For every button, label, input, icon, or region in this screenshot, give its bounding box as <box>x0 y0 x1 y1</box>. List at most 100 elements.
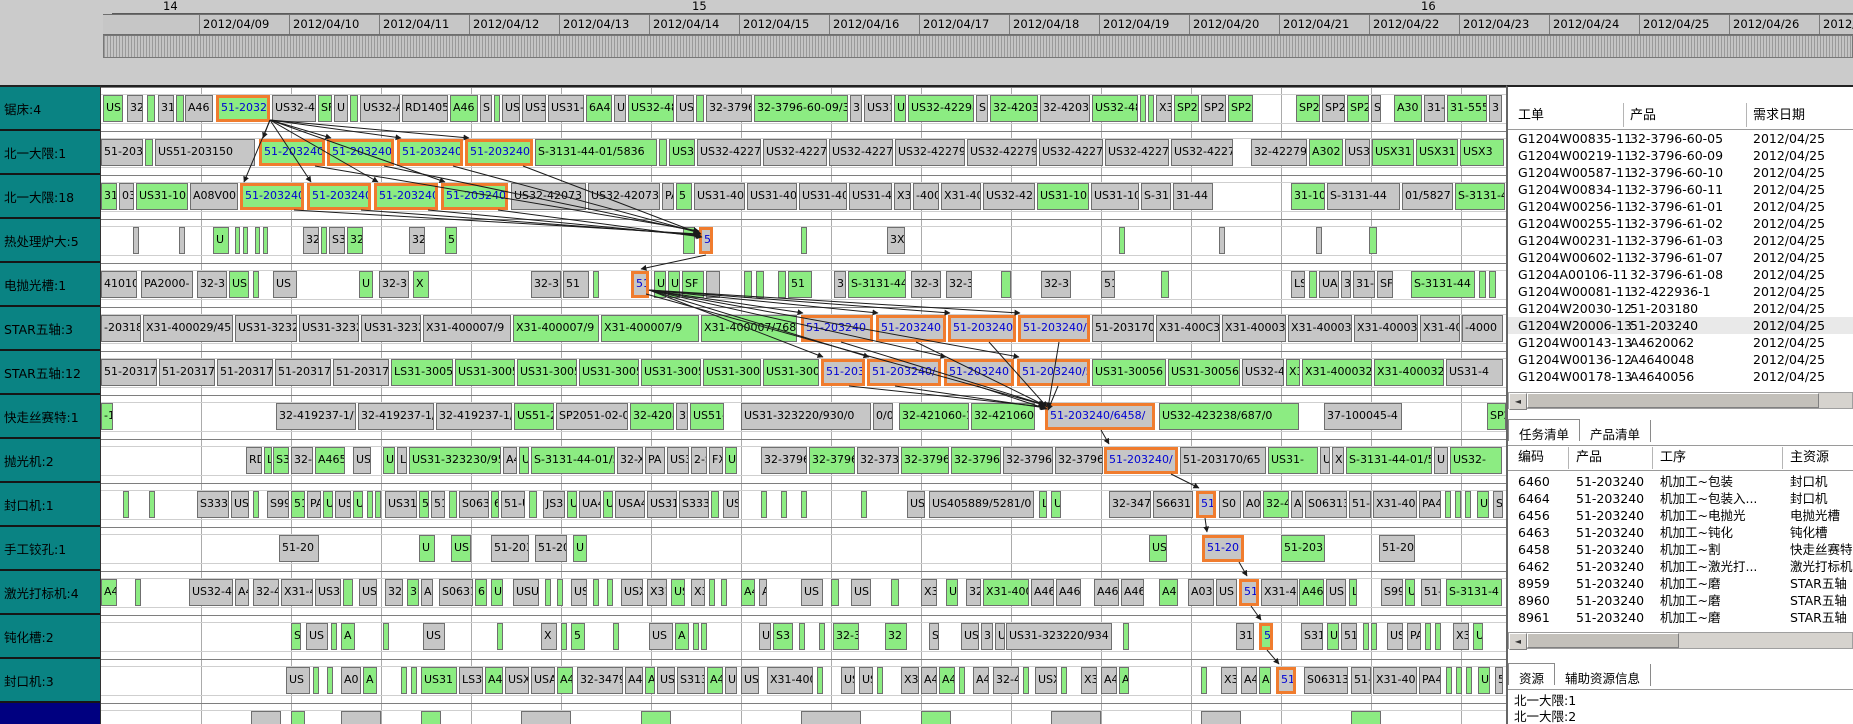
gantt-bar[interactable]: X <box>1332 447 1344 474</box>
gantt-bar[interactable]: U <box>1051 491 1061 518</box>
resource-row-header[interactable]: 热处理炉大:5 <box>0 219 100 263</box>
gantt-bar[interactable]: 51- <box>1351 667 1371 694</box>
order-row[interactable]: G1204W20030-12 51-203180 2012/04/25 <box>1508 300 1853 317</box>
task-process[interactable]: 机加工~钝化 <box>1660 525 1733 540</box>
gantt-bar[interactable] <box>135 579 141 606</box>
gantt-bar[interactable] <box>341 711 381 724</box>
gantt-bar[interactable]: 32-3736 <box>857 447 899 474</box>
gantt-bar[interactable]: US <box>1326 579 1346 606</box>
gantt-bar[interactable]: L <box>1349 579 1357 606</box>
gantt-bar[interactable]: 51-203240/5 <box>397 139 463 166</box>
gantt-bar[interactable]: U <box>1405 579 1415 606</box>
gantt-bar[interactable]: -203180 <box>101 315 141 342</box>
gantt-bar[interactable]: US <box>801 579 823 606</box>
gantt-bar[interactable]: US32-422792/7 <box>895 139 965 166</box>
gantt-bar[interactable]: S-3131-44 <box>1327 183 1400 210</box>
gantt-bar[interactable] <box>497 623 503 650</box>
gantt-bar[interactable]: A4 <box>921 667 937 694</box>
gantt-bar[interactable] <box>1316 227 1322 254</box>
order-row[interactable]: G1204W00587-11 32-3796-60-10 2012/04/25 <box>1508 164 1853 181</box>
gantt-bar[interactable]: X3 <box>1453 623 1469 650</box>
gantt-bar[interactable]: 51-203240/6 <box>465 139 533 166</box>
gantt-bar[interactable]: S-3131-4 <box>1446 579 1502 606</box>
gantt-bar[interactable]: -1 <box>101 403 113 430</box>
gantt-bar[interactable] <box>235 227 240 254</box>
gantt-bar[interactable]: US31-3 <box>315 579 341 606</box>
gantt-bar[interactable]: USA <box>531 667 555 694</box>
gantt-bar[interactable]: S <box>291 623 301 650</box>
gantt-bar[interactable] <box>744 271 752 298</box>
gantt-bar[interactable]: 51 <box>1196 491 1216 518</box>
gantt-bar[interactable]: 51- <box>431 491 445 518</box>
gantt-bar[interactable]: A08V007 <box>190 183 238 210</box>
task-code[interactable]: 8961 <box>1518 610 1550 625</box>
gantt-bar[interactable]: 32-X31 <box>617 447 643 474</box>
gantt-bar[interactable]: USX <box>1035 667 1057 694</box>
gantt-bar[interactable]: 51 <box>1341 623 1357 650</box>
order-row[interactable]: G1204W00081-11 32-422936-1 2012/04/25 <box>1508 283 1853 300</box>
gantt-bar[interactable] <box>251 711 281 724</box>
gantt-bar[interactable]: S <box>1371 95 1381 122</box>
resource-row-header[interactable]: 北一大隈:18 <box>0 175 100 219</box>
gantt-bar[interactable]: A4 <box>939 667 955 694</box>
gantt-bar[interactable]: 6 <box>491 491 499 518</box>
gantt-bar[interactable] <box>133 227 139 254</box>
gantt-bar[interactable]: US <box>1149 535 1167 562</box>
gantt-bar[interactable]: 32-3796- <box>706 95 752 122</box>
gantt-bar[interactable]: 32-419237-1/ <box>436 403 512 430</box>
gantt-bar[interactable]: U <box>1320 447 1330 474</box>
gantt-bar[interactable] <box>701 623 707 650</box>
task-process[interactable]: 机加工~包装 <box>1660 474 1733 489</box>
gantt-bar[interactable]: U <box>725 667 737 694</box>
gantt-bar[interactable] <box>557 579 563 606</box>
gantt-bar[interactable]: U <box>995 623 1005 650</box>
gantt-bar[interactable]: A4 <box>1241 667 1257 694</box>
gantt-bar[interactable]: 51-203170/ <box>333 359 389 386</box>
gantt-bar[interactable]: 51 <box>788 271 812 298</box>
gantt-bar[interactable]: L <box>397 447 407 474</box>
gantt-bar[interactable] <box>1369 227 1377 254</box>
gantt-bar[interactable]: US <box>649 623 673 650</box>
gantt-bar[interactable]: S3331 <box>679 491 709 518</box>
gantt-bar[interactable]: U <box>491 579 503 606</box>
gantt-bar[interactable] <box>343 579 353 606</box>
gantt-bar[interactable] <box>1161 271 1169 298</box>
gantt-bar[interactable]: SP2 <box>1201 95 1226 122</box>
gantt-bar[interactable]: US <box>907 491 925 518</box>
gantt-bar[interactable]: L <box>1039 491 1047 518</box>
gantt-bar[interactable] <box>253 491 259 518</box>
gantt-bar[interactable]: U <box>894 95 906 122</box>
gantt-bar[interactable]: 32-3796 <box>1055 447 1103 474</box>
gantt-bar[interactable]: US <box>741 667 759 694</box>
gantt-bar[interactable] <box>561 623 567 650</box>
gantt-bar[interactable]: A <box>421 579 433 606</box>
gantt-bar[interactable]: 51 <box>563 271 589 298</box>
gantt-bar[interactable]: US <box>286 667 310 694</box>
gantt-bar[interactable]: A <box>1259 667 1271 694</box>
gantt-bar[interactable]: A0 <box>1243 491 1261 518</box>
gantt-bar[interactable]: X <box>413 271 429 298</box>
gantt-bar[interactable] <box>321 227 327 254</box>
resource-row-header[interactable]: 电抛光槽:1 <box>0 263 100 307</box>
gantt-bar[interactable]: US31-40 <box>747 183 797 210</box>
gantt-bar[interactable] <box>801 711 861 724</box>
resource-row-header[interactable]: 抛光机:2 <box>0 439 100 483</box>
gantt-bar[interactable]: US31- <box>1268 447 1318 474</box>
gantt-bar[interactable]: 32-3 <box>1041 271 1071 298</box>
gantt-bar[interactable]: US <box>676 95 694 122</box>
gantt-bar[interactable] <box>801 491 807 518</box>
gantt-bar[interactable]: US <box>423 623 445 650</box>
gantt-bar[interactable]: A4 <box>973 667 989 694</box>
gantt-bar[interactable]: US31-3005 <box>703 359 761 386</box>
gantt-bar[interactable] <box>145 139 153 166</box>
gantt-bar[interactable]: 31 <box>407 579 419 606</box>
resource-row-header[interactable]: 手工铰孔:1 <box>0 527 100 571</box>
gantt-bar[interactable]: US31-30056 <box>579 359 639 386</box>
gantt-bar[interactable]: 51-203170/ <box>159 359 215 386</box>
gantt-bar[interactable] <box>778 271 786 298</box>
gantt-bar[interactable]: X31-400007/9 <box>513 315 599 342</box>
gantt-bar[interactable]: 3 <box>1341 271 1351 298</box>
gantt-bar[interactable] <box>1201 667 1207 694</box>
gantt-bar[interactable]: X31-4 <box>281 579 313 606</box>
gantt-bar[interactable]: S-31 <box>1141 183 1171 210</box>
